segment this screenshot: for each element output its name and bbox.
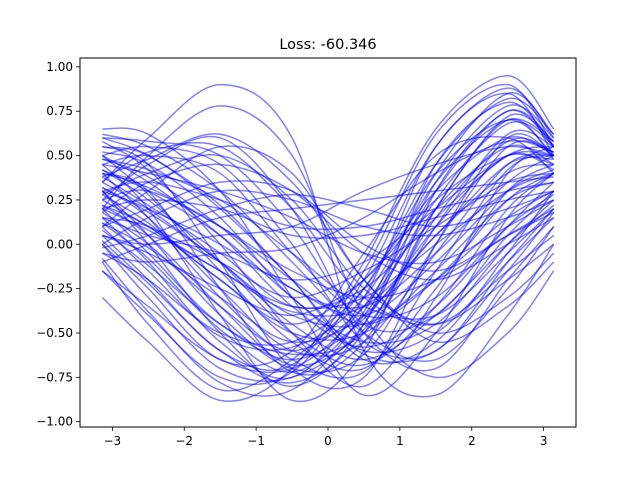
series-line-47: [102, 163, 555, 265]
series-line-37: [101, 129, 555, 356]
series-line-43: [101, 141, 555, 326]
y-tick-label: 0.75: [46, 104, 73, 118]
y-tick-label: −0.75: [36, 370, 73, 384]
series-line-55: [101, 169, 555, 367]
series-line-40: [101, 97, 555, 392]
series-line-54: [102, 151, 555, 345]
series-line-34: [101, 154, 555, 372]
series-line-42: [101, 140, 555, 388]
series-line-67: [101, 156, 554, 317]
series-line-62: [101, 154, 555, 325]
series-line-59: [101, 113, 555, 384]
series-line-57: [101, 137, 554, 367]
series-line-35: [101, 154, 554, 379]
series-line-8: [101, 74, 555, 402]
series-line-24: [102, 190, 554, 239]
series-line-68: [102, 172, 555, 325]
x-tick-label: −3: [103, 434, 121, 448]
series-line-27: [101, 181, 554, 341]
x-tick-label: 1: [396, 434, 404, 448]
series-line-3: [101, 101, 555, 387]
series-line-33: [101, 152, 555, 361]
series-line-50: [102, 153, 554, 316]
series-line-44: [101, 163, 555, 281]
x-tick-label: 0: [324, 434, 332, 448]
series-line-49: [102, 172, 554, 299]
y-tick-label: −1.00: [36, 415, 73, 429]
series-line-14: [101, 135, 555, 372]
series-line-12: [101, 105, 555, 379]
x-tick-label: 3: [540, 434, 548, 448]
series-line-52: [101, 109, 555, 374]
x-tick-label: −2: [175, 434, 193, 448]
series-line-58: [101, 121, 555, 373]
y-tick-label: −0.50: [36, 326, 73, 340]
series-line-51: [101, 119, 555, 346]
axes: −3 −2 −1 0 1 2 3 −1.00 −0.75 −0.50 −0.25 0.00 0.25 0.…: [36, 60, 547, 448]
series-line-64: [102, 180, 555, 272]
y-tick-label: 1.00: [46, 60, 73, 74]
y-tick-label: 0.50: [46, 149, 73, 163]
series-line-69: [101, 154, 555, 348]
series-lines: [101, 74, 555, 403]
series-line-60: [101, 92, 555, 397]
plot-area-frame: [79, 57, 577, 428]
y-tick-label: −0.25: [36, 282, 73, 296]
series-line-36: [101, 140, 554, 374]
series-line-7: [101, 83, 555, 372]
series-line-63: [102, 158, 555, 320]
x-tick-label: −1: [247, 434, 265, 448]
series-line-61: [102, 133, 555, 344]
series-line-38: [101, 118, 555, 351]
series-line-65: [102, 190, 554, 249]
chart-title: Loss: -60.346: [279, 37, 376, 53]
y-tick-label: 0.00: [46, 237, 73, 251]
series-line-66: [102, 169, 555, 317]
x-tick-label: 2: [468, 434, 476, 448]
series-line-17: [102, 154, 555, 319]
series-line-70: [102, 137, 555, 363]
series-line-32: [101, 144, 555, 352]
y-tick-label: 0.25: [46, 193, 73, 207]
series-line-53: [102, 133, 555, 362]
series-line-46: [102, 176, 554, 263]
